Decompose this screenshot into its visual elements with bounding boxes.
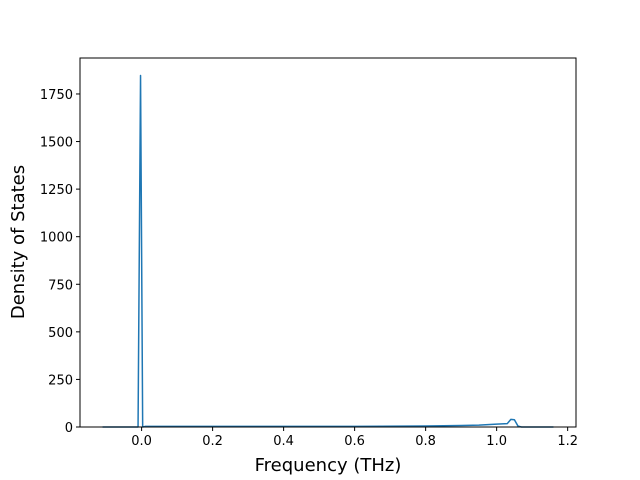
y-tick-label: 250	[48, 373, 73, 388]
series-line	[102, 74, 554, 428]
y-tick-label: 1750	[40, 88, 73, 103]
y-tick-label: 1000	[40, 231, 73, 246]
y-tick-label: 750	[48, 278, 73, 293]
plot-frame	[79, 57, 577, 428]
y-axis-label: Density of States	[8, 165, 29, 319]
y-tick-label: 0	[65, 421, 73, 436]
x-tick-label: 0.2	[202, 434, 223, 449]
x-tick-label: 0.8	[415, 434, 436, 449]
y-tick-label: 1250	[40, 183, 73, 198]
x-tick-label: 1.2	[557, 434, 578, 449]
x-tick-label: 0.0	[131, 434, 152, 449]
y-tick-label: 500	[48, 326, 73, 341]
x-tick-label: 1.0	[486, 434, 507, 449]
x-axis-label: Frequency (THz)	[255, 455, 402, 476]
x-tick-label: 0.4	[273, 434, 294, 449]
x-tick-label: 0.6	[344, 434, 365, 449]
y-tick-label: 1500	[40, 136, 73, 151]
